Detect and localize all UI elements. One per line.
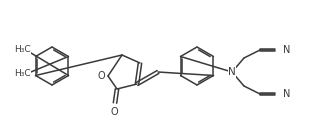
Text: H₃C: H₃C bbox=[14, 46, 31, 55]
Text: N: N bbox=[283, 89, 290, 99]
Text: N: N bbox=[228, 67, 236, 77]
Text: O: O bbox=[97, 71, 105, 81]
Text: O: O bbox=[110, 107, 118, 117]
Text: N: N bbox=[283, 45, 290, 55]
Text: H₃C: H₃C bbox=[14, 70, 31, 79]
